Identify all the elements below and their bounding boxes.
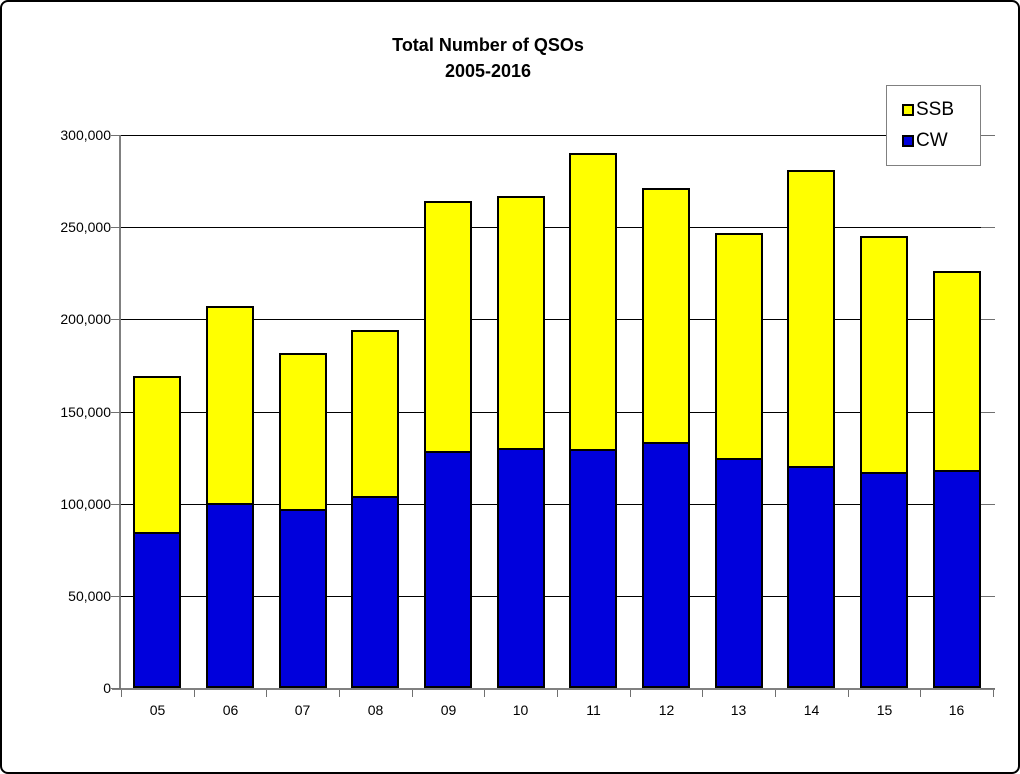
x-axis-tick [993, 690, 994, 697]
bar-11-ssb-segment [571, 155, 615, 451]
bar-07-ssb-segment [281, 355, 325, 511]
bar-05-ssb-segment [135, 378, 179, 534]
legend-item-cw: CW [902, 130, 980, 152]
y-axis-label: 300,000 [60, 127, 111, 143]
gridline [121, 227, 993, 228]
bar-09-ssb-segment [426, 203, 470, 453]
x-axis-tick [630, 690, 631, 697]
y-axis-tick-right [981, 504, 995, 505]
x-axis-tick [121, 690, 122, 697]
y-axis-tick [111, 504, 121, 505]
chart-title-line1: Total Number of QSOs [392, 35, 584, 55]
bar-14 [787, 170, 835, 688]
y-axis-label: 250,000 [60, 219, 111, 235]
y-axis-tick-right [981, 596, 995, 597]
x-axis-label: 05 [149, 702, 166, 718]
bar-11 [569, 153, 617, 688]
bar-15 [860, 236, 908, 688]
x-axis-tick [920, 690, 921, 697]
y-axis-tick [111, 319, 121, 320]
bar-15-ssb-segment [862, 238, 906, 474]
y-axis-tick [111, 135, 121, 136]
bar-16-ssb-segment [935, 273, 979, 472]
x-axis-tick [266, 690, 267, 697]
bar-16 [933, 271, 981, 688]
y-axis-tick [111, 596, 121, 597]
bar-10-ssb-segment [499, 198, 543, 450]
bar-09 [424, 201, 472, 688]
x-axis-label: 07 [294, 702, 311, 718]
x-axis-tick [484, 690, 485, 697]
y-axis-tick [111, 412, 121, 413]
bar-05 [133, 376, 181, 688]
x-axis-tick [194, 690, 195, 697]
gridline [121, 319, 993, 320]
chart-title: Total Number of QSOs 2005-2016 [2, 32, 1018, 84]
x-axis-label: 14 [803, 702, 820, 718]
x-axis-tick [848, 690, 849, 697]
x-axis-label: 12 [658, 702, 675, 718]
x-axis-label: 16 [948, 702, 965, 718]
x-axis-tick [775, 690, 776, 697]
x-axis-tick [339, 690, 340, 697]
y-axis-tick-right [981, 412, 995, 413]
y-axis-tick-right [981, 319, 995, 320]
bar-08 [351, 330, 399, 688]
y-axis-tick-right [981, 135, 995, 136]
y-axis-label: 200,000 [60, 311, 111, 327]
x-axis-label: 15 [876, 702, 893, 718]
legend: SSB CW [886, 85, 981, 166]
x-axis-label: 08 [367, 702, 384, 718]
gridline [121, 135, 993, 136]
bar-13-ssb-segment [717, 235, 761, 460]
y-axis-tick-right [981, 227, 995, 228]
y-axis-label: 0 [103, 680, 111, 696]
bar-06 [206, 306, 254, 688]
bar-06-ssb-segment [208, 308, 252, 505]
legend-label-ssb: SSB [916, 98, 955, 120]
legend-item-ssb: SSB [902, 99, 980, 121]
plot-area: 0 50,000 100,000 150,000 200,000 250,000 300,0… [60, 127, 995, 718]
y-axis-label: 50,000 [68, 588, 111, 604]
bar-12 [642, 188, 690, 688]
y-axis-label: 150,000 [60, 404, 111, 420]
bar-13 [715, 233, 763, 688]
x-axis-label: 11 [586, 702, 601, 718]
y-axis-tick-right [981, 688, 995, 689]
ssb-swatch-icon [902, 103, 914, 116]
gridline [121, 412, 993, 413]
bar-12-ssb-segment [644, 190, 688, 444]
cw-swatch-icon [902, 135, 914, 148]
bar-07 [279, 353, 327, 688]
x-axis-label: 09 [440, 702, 457, 718]
gridline [121, 504, 993, 505]
x-axis-line [112, 688, 995, 690]
x-axis-label: 13 [730, 702, 747, 718]
legend-label-cw: CW [916, 130, 948, 152]
x-axis-tick [412, 690, 413, 697]
bar-10 [497, 196, 545, 688]
y-axis-label: 100,000 [60, 496, 111, 512]
x-axis-tick [702, 690, 703, 697]
bar-14-ssb-segment [789, 172, 833, 468]
chart-title-line2: 2005-2016 [444, 61, 532, 81]
y-axis-tick [111, 688, 121, 689]
gridline [121, 596, 993, 597]
bar-08-ssb-segment [353, 332, 397, 498]
x-axis-tick [557, 690, 558, 697]
y-axis-tick [111, 227, 121, 228]
x-axis-label: 06 [222, 702, 239, 718]
x-axis-label: 10 [512, 702, 529, 718]
